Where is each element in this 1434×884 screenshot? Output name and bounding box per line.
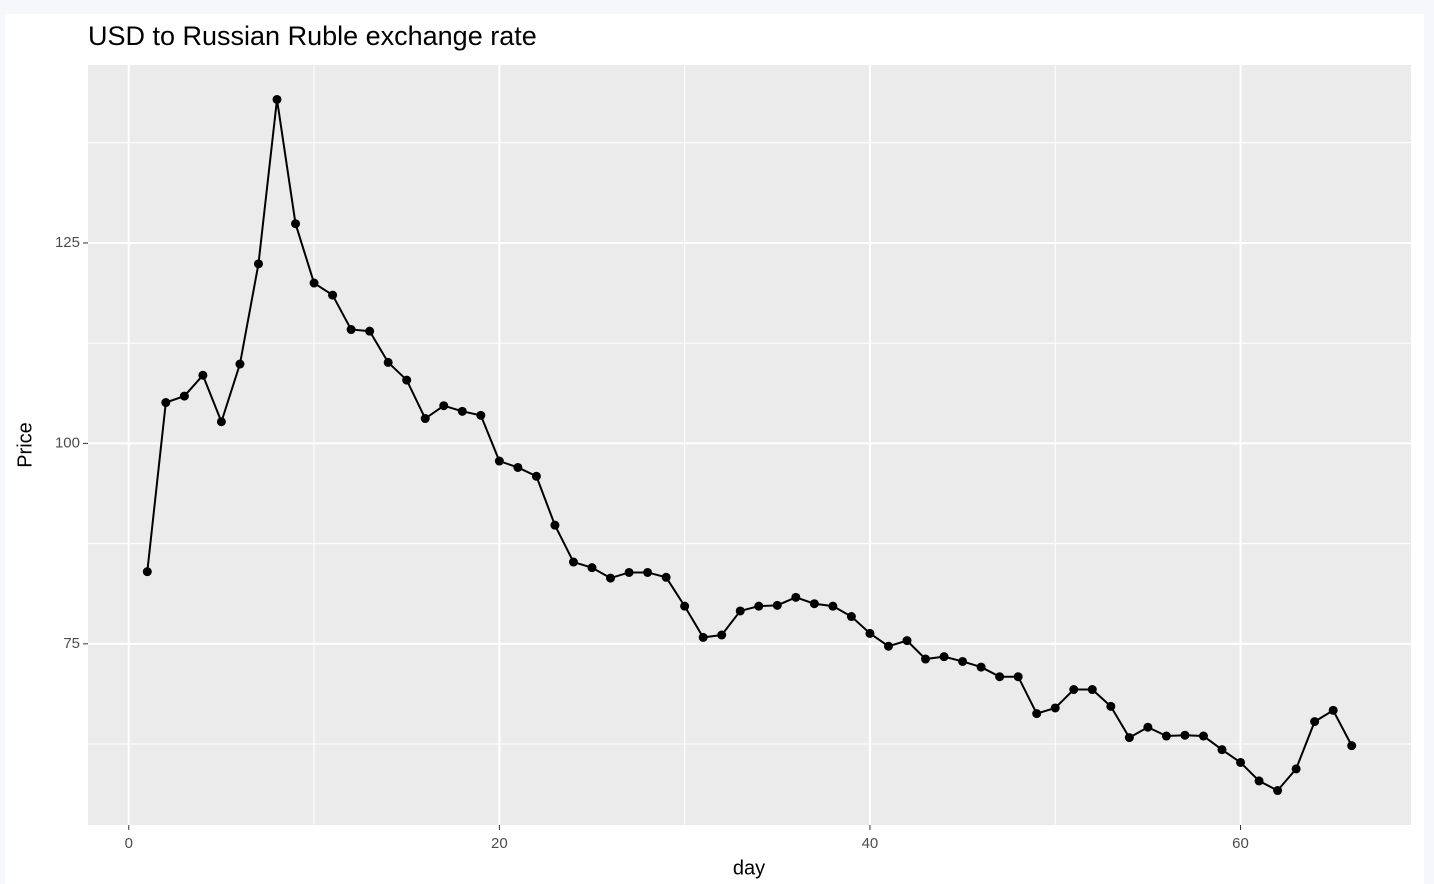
point <box>902 636 912 646</box>
point <box>494 456 504 466</box>
point <box>717 630 727 640</box>
point <box>198 370 208 380</box>
point <box>402 375 412 385</box>
point <box>216 417 226 427</box>
point <box>791 592 801 602</box>
point <box>754 601 764 611</box>
point <box>1087 685 1097 695</box>
point <box>161 398 171 408</box>
x-tick-label: 40 <box>862 835 879 852</box>
y-tick-label: 100 <box>55 434 80 451</box>
point <box>420 414 430 424</box>
point <box>142 567 152 577</box>
point <box>1217 745 1227 755</box>
point <box>1050 703 1060 713</box>
point <box>476 410 486 420</box>
point <box>1254 776 1264 786</box>
point <box>1236 757 1246 767</box>
point <box>346 325 356 335</box>
point <box>976 662 986 672</box>
point <box>606 573 616 583</box>
point <box>587 563 597 573</box>
x-tick-label: 60 <box>1232 835 1249 852</box>
point <box>1124 733 1134 743</box>
point <box>939 652 949 662</box>
point <box>550 520 560 530</box>
point <box>698 632 708 642</box>
point <box>253 259 263 269</box>
point <box>643 567 653 577</box>
point <box>1328 705 1338 715</box>
y-axis-label: Price <box>14 422 36 468</box>
point <box>272 94 282 104</box>
point <box>1013 672 1023 682</box>
point <box>383 357 393 367</box>
point <box>328 290 338 300</box>
point <box>179 391 189 401</box>
point <box>958 656 968 666</box>
point <box>1069 685 1079 695</box>
point <box>291 219 301 229</box>
point <box>1273 786 1283 796</box>
point <box>921 654 931 664</box>
point <box>1161 731 1171 741</box>
point <box>995 672 1005 682</box>
x-axis-label: day <box>733 857 765 879</box>
point <box>883 641 893 651</box>
point <box>735 606 745 616</box>
point <box>1310 717 1320 727</box>
point <box>457 406 467 416</box>
point <box>772 600 782 610</box>
point <box>513 462 523 472</box>
point <box>1198 731 1208 741</box>
y-tick-label: 75 <box>63 635 80 652</box>
point <box>1291 764 1301 774</box>
panel <box>88 65 1411 825</box>
point <box>680 601 690 611</box>
point <box>661 572 671 582</box>
x-tick-label: 0 <box>125 835 133 852</box>
point <box>531 471 541 481</box>
y-tick-label: 125 <box>55 234 80 251</box>
x-tick-label: 20 <box>491 835 508 852</box>
point <box>439 401 449 411</box>
point <box>809 599 819 609</box>
point <box>1032 709 1042 719</box>
point <box>309 278 319 288</box>
point <box>1106 701 1116 711</box>
point <box>1143 722 1153 732</box>
point <box>828 601 838 611</box>
point <box>865 628 875 638</box>
point <box>1180 730 1190 740</box>
point <box>568 557 578 567</box>
point <box>1347 741 1357 751</box>
point <box>624 567 634 577</box>
point <box>846 612 856 622</box>
chart-title: USD to Russian Ruble exchange rate <box>88 21 537 51</box>
point <box>235 359 245 369</box>
point <box>365 326 375 336</box>
